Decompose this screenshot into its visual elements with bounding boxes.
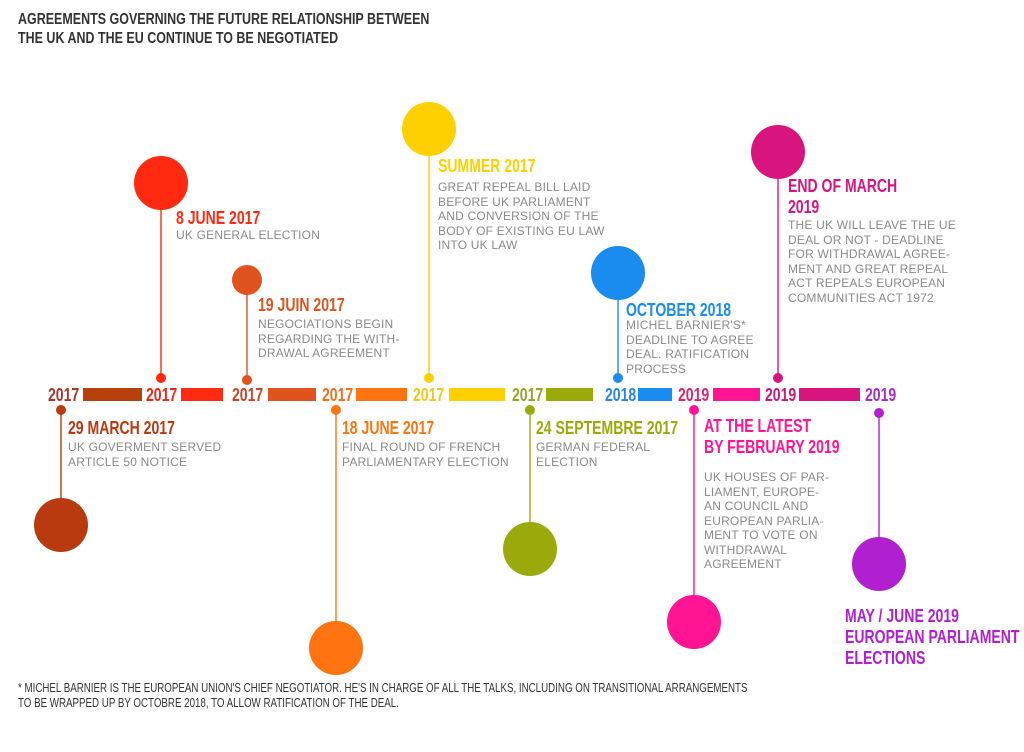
year-text: 2019 bbox=[765, 385, 797, 405]
event-title: 8 JUNE 2017 bbox=[176, 208, 284, 229]
event-timeline-dot bbox=[331, 405, 341, 415]
event-timeline-dot bbox=[874, 408, 884, 418]
event-connector-line bbox=[693, 410, 695, 622]
timeline-segment bbox=[268, 388, 316, 401]
event-circle-marker bbox=[591, 246, 645, 300]
event-connector-line bbox=[335, 410, 337, 648]
event-title-line: 19 JUIN 2017 bbox=[258, 295, 345, 315]
event-title-line: 18 JUNE 2017 bbox=[342, 418, 435, 438]
event-title-line: ELECTIONS bbox=[845, 648, 926, 668]
timeline-segment bbox=[181, 388, 223, 401]
year-text: 2017 bbox=[322, 385, 354, 405]
year-text: 2017 bbox=[146, 385, 178, 405]
event-timeline-dot bbox=[242, 375, 252, 385]
event-description: GERMAN FEDERAL ELECTION bbox=[536, 440, 651, 469]
timeline-segment bbox=[546, 388, 593, 401]
event-connector-line bbox=[878, 413, 880, 564]
event-connector-line bbox=[617, 273, 619, 378]
event-connector-line bbox=[428, 129, 430, 378]
event-title: END OF MARCH 2019 bbox=[788, 176, 928, 218]
event-timeline-dot bbox=[424, 373, 434, 383]
footnote: * MICHEL BARNIER IS THE EUROPEAN UNION'S… bbox=[18, 681, 953, 711]
event-description: GREAT REPEAL BILL LAID BEFORE UK PARLIAM… bbox=[438, 180, 605, 252]
event-connector-line bbox=[160, 183, 162, 378]
event-title-line: AT THE LATEST bbox=[704, 416, 812, 436]
event-circle-marker bbox=[852, 537, 906, 591]
year-text: 2017 bbox=[48, 385, 80, 405]
year-text: 2019 bbox=[678, 385, 710, 405]
year-label: 2018 bbox=[605, 385, 645, 405]
event-connector-line bbox=[60, 410, 62, 525]
event-circle-marker bbox=[232, 265, 262, 295]
event-title-line: 8 JUNE 2017 bbox=[176, 208, 261, 228]
year-label: 2017 bbox=[48, 385, 88, 405]
event-title-line: 2019 bbox=[788, 197, 820, 217]
event-title-line: 29 MARCH 2017 bbox=[68, 418, 175, 438]
timeline-segment bbox=[799, 388, 860, 401]
year-label: 2017 bbox=[512, 385, 552, 405]
title-line-1: AGREEMENTS GOVERNING THE FUTURE RELATION… bbox=[18, 11, 430, 28]
event-title: OCTOBER 2018 bbox=[626, 300, 761, 321]
event-circle-marker bbox=[34, 498, 88, 552]
event-connector-line bbox=[529, 410, 531, 549]
timeline-segment bbox=[638, 388, 672, 401]
year-text: 2017 bbox=[512, 385, 544, 405]
event-timeline-dot bbox=[773, 373, 783, 383]
event-title-line: OCTOBER 2018 bbox=[626, 300, 732, 320]
year-text: 2019 bbox=[865, 385, 897, 405]
event-title: AT THE LATEST BY FEBRUARY 2019 bbox=[704, 416, 878, 458]
year-text: 2018 bbox=[605, 385, 637, 405]
event-timeline-dot bbox=[156, 373, 166, 383]
event-description: UK GOVERMENT SERVED ARTICLE 50 NOTICE bbox=[68, 440, 222, 469]
event-circle-marker bbox=[309, 621, 363, 675]
year-text: 2017 bbox=[413, 385, 445, 405]
year-text: 2017 bbox=[232, 385, 264, 405]
event-timeline-dot bbox=[689, 405, 699, 415]
event-description: NEGOCIATIONS BEGIN REGARDING THE WITH- D… bbox=[258, 317, 400, 360]
event-title: SUMMER 2017 bbox=[438, 156, 563, 177]
event-timeline-dot bbox=[613, 373, 623, 383]
year-label: 2019 bbox=[865, 385, 905, 405]
event-connector-line bbox=[246, 280, 248, 380]
year-label: 2019 bbox=[765, 385, 805, 405]
event-title: MAY / JUNE 2019 EUROPEAN PARLIAMENT ELECTI… bbox=[845, 606, 1024, 669]
footnote-line-2: TO BE WRAPPED UP BY OCTOBRE 2018, TO ALL… bbox=[18, 696, 399, 710]
title-line-2: THE UK AND THE EU CONTINUE TO BE NEGOTIA… bbox=[18, 30, 339, 47]
event-timeline-dot bbox=[525, 405, 535, 415]
event-title-line: END OF MARCH bbox=[788, 176, 898, 196]
event-description: UK HOUSES OF PAR- LIAMENT, EUROPE- AN CO… bbox=[704, 470, 830, 571]
event-circle-marker bbox=[667, 595, 721, 649]
event-title: 24 SEPTEMBRE 2017 bbox=[536, 418, 718, 439]
event-title-line: 24 SEPTEMBRE 2017 bbox=[536, 418, 679, 438]
timeline-segment bbox=[83, 388, 142, 401]
year-label: 2017 bbox=[232, 385, 272, 405]
event-title-line: EUROPEAN PARLIAMENT bbox=[845, 627, 1020, 647]
footnote-line-1: * MICHEL BARNIER IS THE EUROPEAN UNION'S… bbox=[18, 681, 748, 695]
event-title: 19 JUIN 2017 bbox=[258, 295, 369, 316]
event-description: UK GENERAL ELECTION bbox=[176, 228, 321, 242]
year-label: 2019 bbox=[678, 385, 718, 405]
event-title-line: BY FEBRUARY 2019 bbox=[704, 437, 840, 457]
event-timeline-dot bbox=[56, 405, 66, 415]
event-description: MICHEL BARNIER'S* DEADLINE TO AGREE DEAL… bbox=[626, 318, 754, 376]
year-label: 2017 bbox=[322, 385, 362, 405]
event-circle-marker bbox=[134, 156, 188, 210]
timeline-segment bbox=[356, 388, 407, 401]
event-description: THE UK WILL LEAVE THE UE DEAL OR NOT - D… bbox=[788, 218, 956, 305]
event-title-line: SUMMER 2017 bbox=[438, 156, 536, 176]
event-circle-marker bbox=[751, 125, 805, 179]
event-title: 29 MARCH 2017 bbox=[68, 418, 205, 439]
event-title: 18 JUNE 2017 bbox=[342, 418, 460, 439]
event-title-line: MAY / JUNE 2019 bbox=[845, 606, 959, 626]
event-connector-line bbox=[777, 152, 779, 378]
year-label: 2017 bbox=[146, 385, 186, 405]
timeline-segment bbox=[713, 388, 760, 401]
event-description: FINAL ROUND OF FRENCH PARLIAMENTARY ELEC… bbox=[342, 440, 509, 469]
year-label: 2017 bbox=[413, 385, 453, 405]
event-circle-marker bbox=[402, 102, 456, 156]
timeline-segment bbox=[449, 388, 505, 401]
page-title: AGREEMENTS GOVERNING THE FUTURE RELATION… bbox=[18, 10, 545, 48]
event-circle-marker bbox=[503, 522, 557, 576]
